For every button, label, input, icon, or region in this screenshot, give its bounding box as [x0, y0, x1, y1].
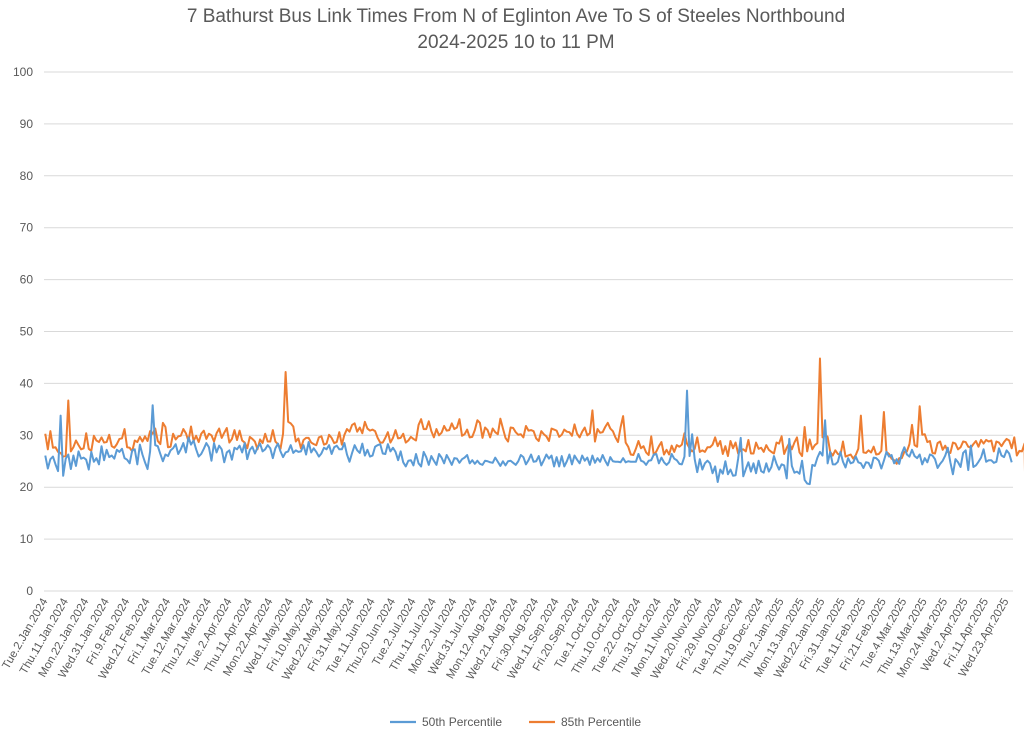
- series-lines: [44, 357, 1024, 486]
- y-tick-label: 50: [20, 325, 34, 339]
- y-tick-label: 100: [13, 65, 33, 79]
- series-line-50th-percentile: [44, 389, 1013, 486]
- chart-title: 7 Bathurst Bus Link Times From N of Egli…: [187, 6, 845, 27]
- legend-label: 85th Percentile: [561, 715, 641, 729]
- y-tick-label: 30: [20, 428, 34, 442]
- y-tick-label: 10: [20, 532, 34, 546]
- y-tick-label: 0: [26, 584, 33, 598]
- series-line-85th-percentile: [44, 357, 1024, 472]
- y-tick-label: 40: [20, 376, 34, 390]
- y-tick-label: 90: [20, 117, 34, 131]
- y-axis-ticks: 0 10 20 30 40 50 60 70 80 90 100: [13, 65, 33, 598]
- gridlines: [44, 71, 1013, 592]
- y-tick-label: 80: [20, 169, 34, 183]
- legend-label: 50th Percentile: [422, 715, 502, 729]
- chart-subtitle: 2024-2025 10 to 11 PM: [417, 32, 614, 53]
- x-axis-ticks: Tue.2.Jan.2024Thu.11.Jan.2024Mon.22.Jan.…: [0, 596, 1011, 682]
- y-tick-label: 20: [20, 480, 34, 494]
- y-tick-label: 60: [20, 273, 34, 287]
- legend: 50th Percentile 85th Percentile: [390, 715, 641, 729]
- y-tick-label: 70: [20, 221, 34, 235]
